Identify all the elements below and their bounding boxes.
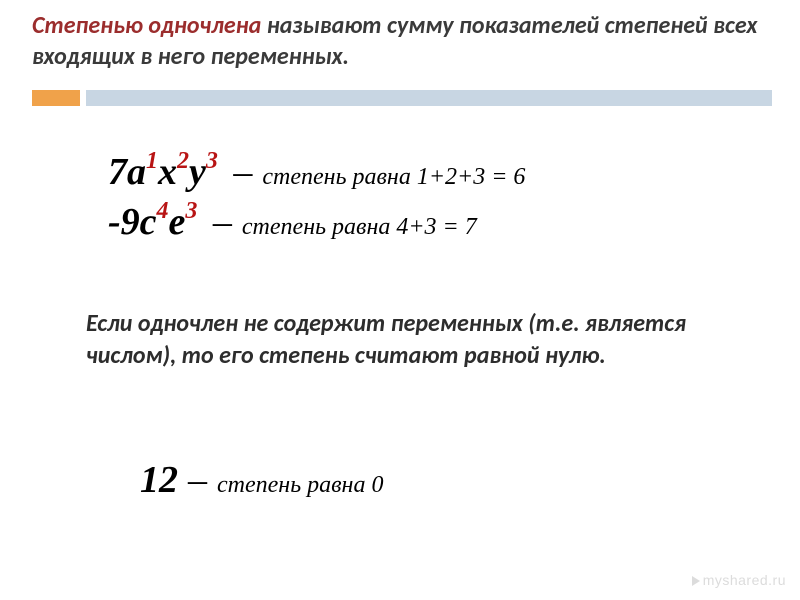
example-2: -9c4e3 – степень равна 4+3 = 7: [108, 200, 748, 244]
slide: Степенью одночлена называют сумму показа…: [0, 0, 800, 600]
dash: –: [227, 151, 258, 193]
constant-degree: степень равна 0: [217, 472, 383, 498]
exp: 3: [185, 198, 197, 224]
title-accent: Степенью одночлена: [32, 11, 261, 40]
dash: –: [207, 201, 238, 243]
example-1: 7a1x2y3 – степень равна 1+2+3 = 6: [108, 150, 748, 194]
underline-orange: [32, 90, 80, 106]
watermark-text: myshared.ru: [703, 572, 786, 588]
example-1-degree: степень равна 1+2+3 = 6: [262, 164, 525, 190]
slide-title: Степенью одночлена называют сумму показа…: [32, 10, 768, 72]
underline-blue: [86, 90, 772, 106]
example-2-expression: -9c4e3: [108, 201, 207, 243]
play-icon: [692, 576, 700, 586]
body-paragraph: Если одночлен не содержит переменных (т.…: [86, 308, 726, 373]
title-underline: [0, 86, 800, 110]
base: y: [189, 151, 206, 193]
example-constant: 12 – степень равна 0: [140, 458, 780, 502]
coef: 7: [108, 151, 127, 193]
example-2-degree: степень равна 4+3 = 7: [242, 214, 477, 240]
constant-value: 12: [140, 459, 178, 501]
example-1-expression: 7a1x2y3: [108, 151, 227, 193]
exp: 3: [206, 148, 218, 174]
dash: –: [182, 459, 213, 501]
watermark: myshared.ru: [692, 572, 786, 588]
coef: -9: [108, 201, 140, 243]
base: c: [140, 201, 157, 243]
base: x: [158, 151, 177, 193]
exp: 2: [177, 148, 189, 174]
exp: 4: [157, 198, 169, 224]
exp: 1: [146, 148, 158, 174]
base: a: [127, 151, 146, 193]
base: e: [169, 201, 186, 243]
